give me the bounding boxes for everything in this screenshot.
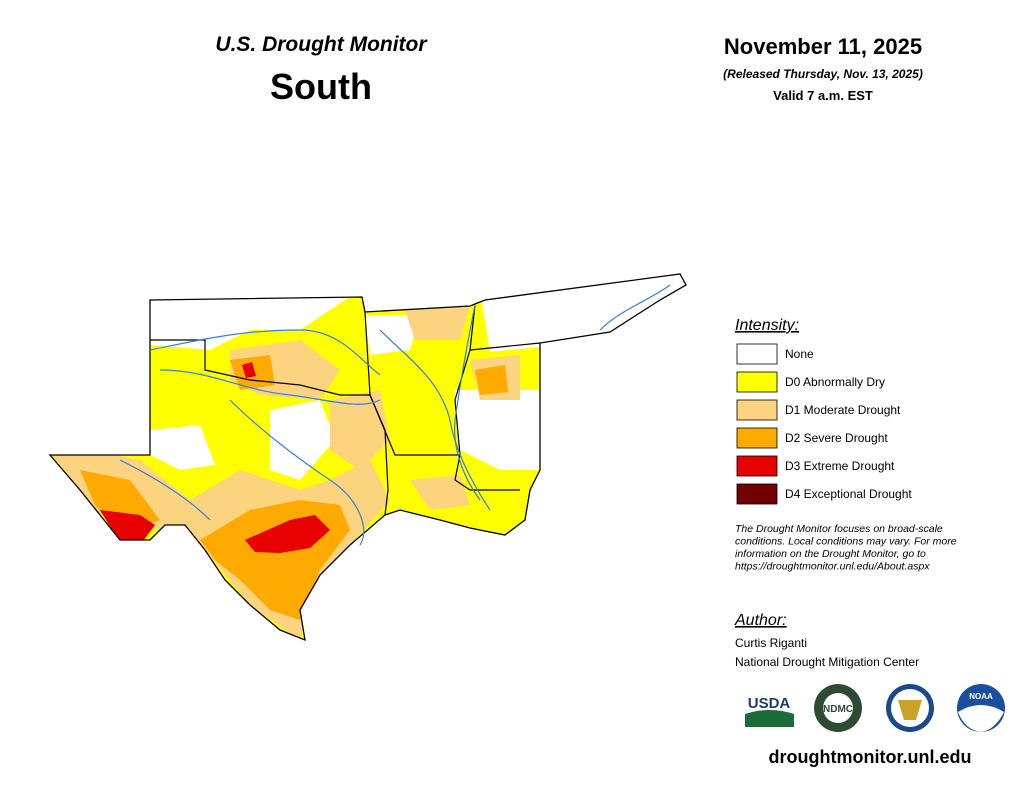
legend-swatch: [736, 371, 778, 393]
none-area: [150, 425, 215, 470]
note-line: information on the Drought Monitor, go t…: [735, 548, 926, 560]
d1-area: [405, 306, 470, 340]
river: [599, 284, 671, 331]
river: [149, 329, 381, 376]
legend-swatch: [736, 427, 778, 449]
d3-area: [242, 362, 256, 378]
doc-logo: [886, 684, 934, 732]
none-area: [270, 400, 335, 480]
region-outline: [48, 273, 687, 642]
d3-area: [100, 510, 155, 545]
date: November 11, 2025: [724, 34, 922, 59]
state-border: [150, 339, 370, 396]
author-title: Author:: [734, 612, 787, 629]
note: The Drought Monitor focuses on broad-sca…: [735, 523, 957, 573]
legend-swatch: [736, 399, 778, 421]
logo-text: NOAA: [969, 692, 993, 701]
subtitle: U.S. Drought Monitor: [215, 33, 428, 56]
note-line: https://droughtmonitor.unl.edu/About.asp…: [735, 561, 930, 573]
legend-label: D1 Moderate Drought: [785, 403, 901, 417]
logos: USDA NDMC NOAA: [745, 684, 1005, 732]
legend-title: Intensity:: [735, 317, 799, 334]
logo-text: USDA: [748, 695, 791, 712]
note-line: The Drought Monitor focuses on broad-sca…: [735, 523, 943, 535]
river: [453, 304, 481, 501]
title: South: [270, 66, 372, 107]
ndmc-logo: NDMC: [814, 684, 862, 732]
logo-shape: [823, 693, 853, 723]
river: [159, 369, 381, 405]
d3-area: [245, 515, 330, 553]
legend-label: D4 Exceptional Drought: [785, 487, 912, 501]
usda-logo: USDA: [745, 695, 794, 727]
legend-swatch: [736, 343, 778, 365]
author-name: Curtis Riganti: [735, 636, 807, 650]
river: [119, 459, 211, 521]
legend-label: D2 Severe Drought: [785, 431, 888, 445]
none-area: [480, 274, 686, 352]
logo-text: NDMC: [823, 704, 853, 715]
logo-shape: [745, 710, 794, 727]
none-area: [140, 290, 360, 350]
legend: None D0 Abnormally Dry D1 Moderate Drought…: [736, 343, 912, 505]
river: [229, 399, 365, 546]
state-border: [469, 342, 541, 351]
noaa-logo: NOAA: [957, 684, 1005, 732]
logo-shape: [958, 705, 1004, 732]
released: (Released Thursday, Nov. 13, 2025): [723, 67, 923, 81]
legend-label: D3 Extreme Drought: [785, 459, 895, 473]
valid: Valid 7 a.m. EST: [773, 88, 873, 103]
d1-area: [410, 475, 470, 510]
legend-swatch: [736, 483, 778, 505]
logo-shape: [898, 700, 922, 720]
state-border: [369, 394, 460, 456]
map: [48, 273, 687, 642]
d1-area: [330, 390, 390, 470]
none-area: [455, 390, 540, 470]
legend-label: None: [785, 347, 814, 361]
note-line: conditions. Local conditions may vary. F…: [735, 536, 957, 548]
river: [379, 329, 491, 511]
d2-area: [475, 365, 508, 395]
legend-swatch: [736, 455, 778, 477]
legend-label: D0 Abnormally Dry: [785, 375, 885, 389]
author-organization: National Drought Mitigation Center: [735, 655, 919, 669]
none-area: [365, 315, 420, 355]
footer-url: droughtmonitor.unl.edu: [769, 747, 972, 767]
rivers: [119, 284, 671, 546]
